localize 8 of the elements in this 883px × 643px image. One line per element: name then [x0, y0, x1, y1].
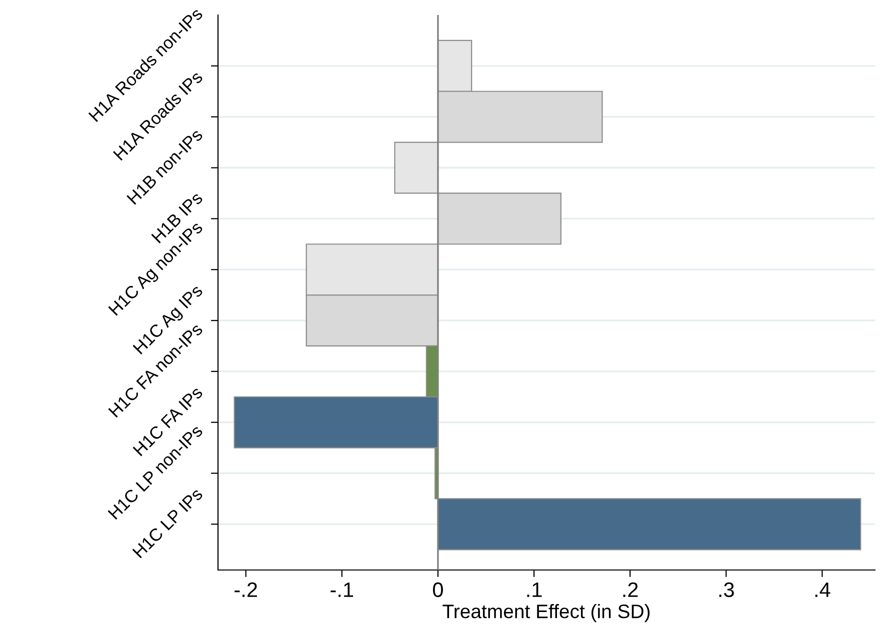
x-axis-title: Treatment Effect (in SD) [442, 604, 650, 622]
x-tick-label: -.1 [330, 582, 354, 597]
x-tick-label: 0 [432, 582, 443, 598]
x-tick-label: .2 [623, 582, 638, 597]
x-tick-label: -.2 [234, 582, 257, 597]
x-tick-label: .1 [527, 582, 542, 597]
x-tick-label: .4 [815, 582, 830, 597]
x-tick-label: .3 [719, 582, 734, 598]
